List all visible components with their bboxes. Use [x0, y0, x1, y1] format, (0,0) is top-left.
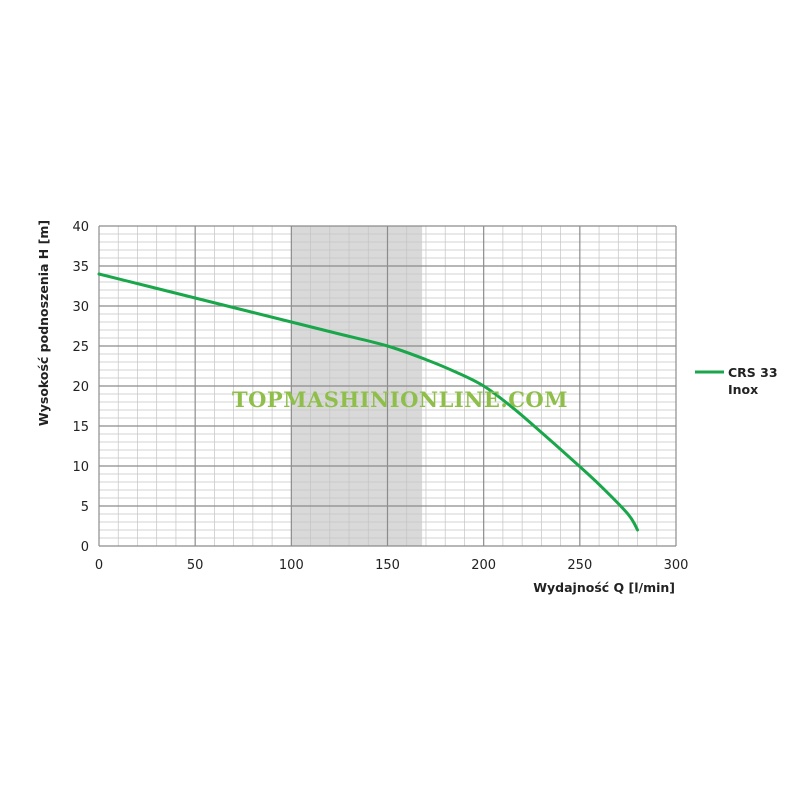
y-tick-label: 10	[72, 460, 89, 475]
x-axis-label: Wydajność Q [l/min]	[533, 580, 675, 595]
x-tick-label: 100	[279, 558, 304, 573]
y-tick-label: 40	[72, 220, 89, 235]
series-line-crs33-inox	[97, 272, 640, 532]
major-grid	[98, 225, 677, 547]
x-tick-label: 250	[567, 558, 592, 573]
y-tick-label: 0	[81, 540, 89, 555]
y-tick-label: 5	[81, 500, 89, 515]
legend-label-line-1: CRS 33	[728, 365, 778, 380]
y-axis-label: Wysokość podnoszenia H [m]	[36, 220, 51, 426]
x-axis-ticks: 0 50 100 150 200 250 300	[95, 558, 689, 573]
x-tick-label: 0	[95, 558, 103, 573]
y-tick-label: 20	[72, 380, 89, 395]
x-tick-label: 50	[187, 558, 204, 573]
y-axis-ticks: 0 5 10 15 20 25 30 35 40	[72, 220, 89, 555]
y-tick-label: 35	[72, 260, 89, 275]
y-tick-label: 25	[72, 340, 89, 355]
x-tick-label: 150	[375, 558, 400, 573]
x-tick-label: 300	[664, 558, 689, 573]
legend: CRS 33 Inox	[695, 365, 778, 397]
y-tick-label: 15	[72, 420, 89, 435]
y-tick-label: 30	[72, 300, 89, 315]
x-tick-label: 200	[471, 558, 496, 573]
watermark-text: TOPMASHINIONLINE.COM	[232, 387, 568, 412]
legend-label-line-2: Inox	[728, 382, 758, 397]
